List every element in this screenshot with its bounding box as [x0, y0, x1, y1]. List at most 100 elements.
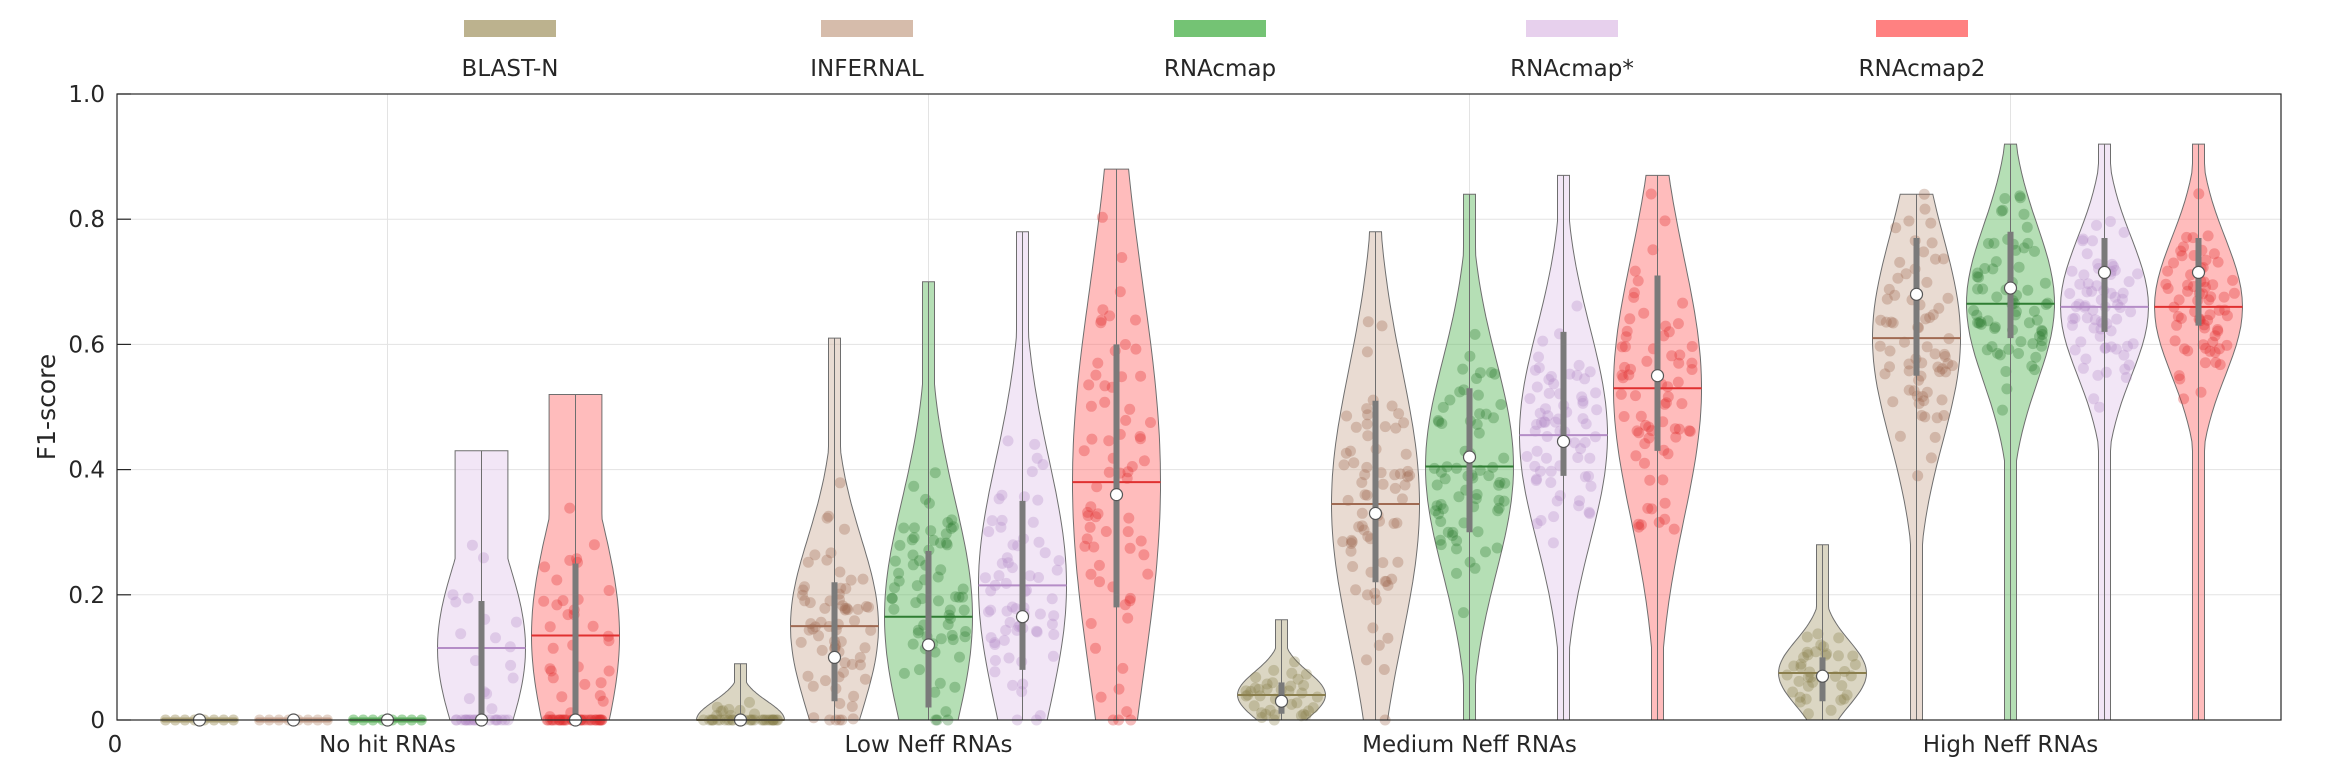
data-point [1458, 607, 1469, 619]
data-point [949, 681, 961, 693]
data-point [935, 537, 946, 549]
data-point [2026, 360, 2038, 372]
data-point [1269, 709, 1281, 721]
data-point [1534, 465, 1546, 477]
data-point [551, 599, 563, 611]
data-point [1092, 357, 1104, 369]
data-point [1887, 396, 1899, 408]
data-point [809, 549, 821, 561]
data-point [960, 626, 972, 637]
data-point [1430, 505, 1441, 517]
data-point [1122, 526, 1134, 538]
data-point [845, 574, 857, 586]
data-point [2089, 314, 2101, 326]
median-marker [1462, 450, 1477, 464]
data-point [1571, 369, 1583, 381]
data-point [1377, 557, 1389, 569]
data-point [989, 637, 1001, 649]
data-point [1261, 678, 1273, 690]
data-point [2077, 235, 2089, 247]
data-point [803, 624, 815, 636]
data-point [1079, 540, 1091, 552]
y-tick-label: 1.0 [68, 82, 105, 108]
data-point [1643, 432, 1655, 444]
data-point [940, 706, 952, 718]
data-point [1839, 666, 1851, 677]
data-point [1099, 380, 1111, 392]
data-point [562, 609, 574, 621]
data-point [1382, 579, 1394, 591]
data-point [1841, 689, 1853, 701]
data-point [2105, 287, 2117, 299]
data-point [821, 512, 833, 524]
data-point [1348, 457, 1360, 469]
data-point [2123, 276, 2135, 288]
data-point [1474, 464, 1486, 476]
data-point [1464, 556, 1476, 568]
data-point [1447, 530, 1458, 541]
data-point [1373, 639, 1385, 651]
data-point [2209, 330, 2221, 342]
data-point [2178, 393, 2190, 405]
data-point [942, 619, 954, 630]
data-point [1359, 489, 1371, 501]
data-point [865, 624, 877, 636]
data-point [588, 539, 600, 551]
data-point [1472, 526, 1484, 538]
data-point [2066, 265, 2078, 277]
data-point [571, 553, 583, 565]
data-point [1975, 318, 1987, 330]
data-point [2030, 351, 2042, 363]
data-point [1090, 369, 1102, 381]
data-point [1048, 629, 1060, 640]
data-point [1884, 345, 1896, 357]
data-point [2036, 335, 2048, 347]
data-point [834, 477, 846, 489]
data-point [2104, 216, 2116, 227]
data-point [986, 515, 998, 527]
data-point [2010, 306, 2022, 317]
data-point [1253, 683, 1265, 695]
data-point [1663, 326, 1675, 338]
data-point [857, 573, 869, 585]
data-point [1337, 536, 1349, 548]
data-point [1584, 508, 1596, 519]
data-point [1968, 305, 1980, 316]
data-point [594, 690, 606, 702]
median-marker [1909, 287, 1924, 301]
data-point [2081, 248, 2093, 260]
data-point [852, 603, 864, 615]
data-point [1480, 546, 1491, 558]
data-point [1307, 702, 1319, 714]
data-point [2029, 364, 2041, 376]
x-category-label: Medium Neff RNAs [1362, 732, 1577, 758]
data-point [556, 691, 568, 703]
data-point [1047, 650, 1059, 662]
data-point [1639, 438, 1651, 450]
data-point [2036, 324, 2048, 336]
data-point [1379, 421, 1391, 433]
data-point [1887, 317, 1899, 329]
data-point [1942, 292, 1954, 304]
data-point [2122, 340, 2133, 352]
data-point [1538, 416, 1550, 428]
violin-INFERNAL-Low Neff RNAs [789, 337, 880, 726]
data-point [1457, 363, 1469, 375]
data-point [1676, 398, 1688, 410]
data-point [1833, 632, 1845, 644]
data-point [944, 604, 956, 616]
data-point [1635, 519, 1647, 531]
data-point [1124, 542, 1136, 554]
data-point [1619, 361, 1631, 373]
data-point [1543, 387, 1555, 399]
data-point [1810, 646, 1822, 658]
data-point [802, 556, 814, 568]
violin-RNAcmap*-High Neff RNAs [2059, 143, 2150, 721]
data-point [1989, 321, 2001, 333]
data-point [1095, 314, 1107, 326]
legend: BLAST-N INFERNAL RNAcmap RNAcmap* RNAcmap2 [462, 20, 1985, 82]
data-point [2109, 264, 2121, 276]
data-point [1936, 363, 1948, 375]
data-point [2116, 293, 2128, 305]
data-point [1971, 271, 1983, 283]
